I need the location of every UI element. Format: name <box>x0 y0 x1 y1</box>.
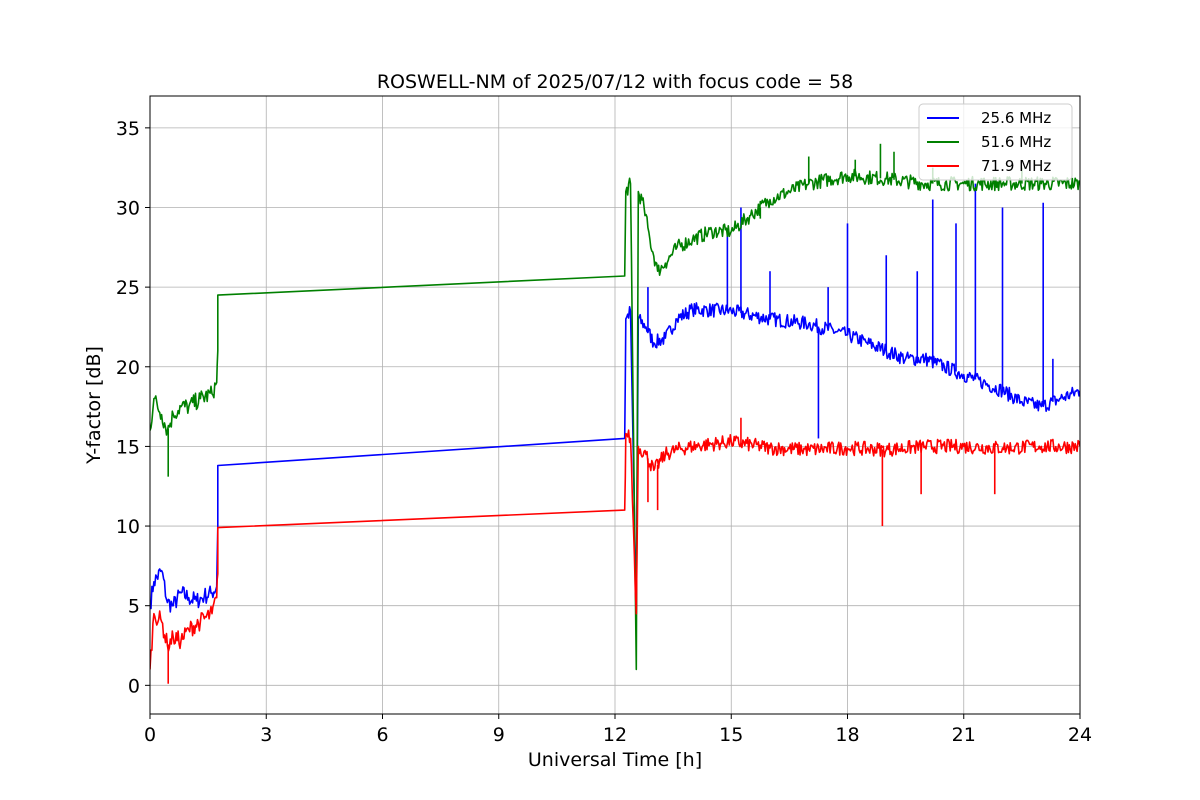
y-tick-label: 15 <box>116 436 140 458</box>
series-line-0 <box>150 302 1080 615</box>
y-tick-label: 10 <box>116 516 140 538</box>
legend-label: 25.6 MHz <box>981 109 1051 127</box>
y-tick-label: 35 <box>116 118 140 140</box>
series-line-1 <box>150 168 1080 671</box>
y-tick-label: 0 <box>128 675 140 697</box>
legend-label: 71.9 MHz <box>981 157 1051 175</box>
x-tick-label: 15 <box>719 724 743 746</box>
x-tick-label: 0 <box>144 724 156 746</box>
plot-series <box>150 143 1080 684</box>
legend-label: 51.6 MHz <box>981 133 1051 151</box>
x-tick-label: 3 <box>260 724 272 746</box>
x-tick-label: 6 <box>376 724 388 746</box>
axis-ticks: 0 3 6 9 12 15 18 21 24 0 5 10 15 20 25 30 35 <box>116 118 1092 746</box>
x-tick-label: 9 <box>493 724 505 746</box>
x-tick-label: 18 <box>835 724 859 746</box>
y-tick-label: 25 <box>116 277 140 299</box>
legend-box <box>918 103 1073 181</box>
chart-title: ROSWELL-NM of 2025/07/12 with focus code… <box>377 71 853 93</box>
y-tick-label: 20 <box>116 357 140 379</box>
x-tick-label: 24 <box>1068 724 1092 746</box>
y-axis-label: Y-factor [dB] <box>83 346 105 465</box>
x-axis-label: Universal Time [h] <box>528 749 702 771</box>
series-line-2 <box>150 429 1080 670</box>
x-tick-label: 12 <box>603 724 627 746</box>
legend: 25.6 MHz 51.6 MHz 71.9 MHz <box>918 103 1073 181</box>
y-tick-label: 5 <box>128 596 140 618</box>
y-tick-label: 30 <box>116 197 140 219</box>
x-tick-label: 21 <box>952 724 976 746</box>
